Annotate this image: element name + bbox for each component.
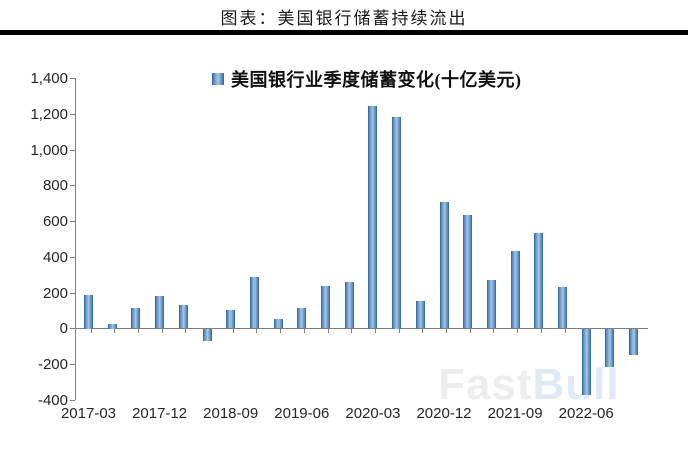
x-axis-tick bbox=[327, 329, 329, 334]
x-axis-tick bbox=[185, 329, 187, 334]
y-axis-label: -400 bbox=[37, 392, 68, 409]
bar bbox=[321, 285, 330, 329]
page-title: 图表：美国银行储蓄持续流出 bbox=[220, 9, 468, 28]
bar bbox=[297, 307, 307, 329]
y-axis-tick bbox=[70, 328, 75, 329]
x-axis-tick bbox=[161, 329, 163, 334]
x-axis-tick bbox=[398, 329, 400, 334]
y-axis-line bbox=[75, 78, 76, 400]
bar bbox=[605, 329, 615, 367]
bar bbox=[84, 294, 93, 329]
x-axis-tick bbox=[303, 329, 305, 334]
x-axis-tick bbox=[280, 329, 282, 334]
x-axis-label: 2017-03 bbox=[60, 405, 117, 422]
y-axis-label: 400 bbox=[42, 249, 68, 266]
bar bbox=[629, 329, 639, 356]
y-axis-tick bbox=[70, 114, 75, 115]
bar bbox=[392, 116, 402, 329]
x-axis-label: 2020-03 bbox=[345, 405, 401, 422]
bar bbox=[558, 287, 567, 329]
y-axis-tick bbox=[70, 400, 75, 401]
watermark-text-fast: Fast bbox=[438, 360, 533, 409]
x-axis-tick bbox=[446, 329, 447, 334]
y-axis-tick bbox=[70, 364, 75, 365]
x-axis-label: 2019-06 bbox=[274, 405, 330, 422]
x-axis-label: 2021-09 bbox=[487, 405, 543, 422]
bar bbox=[486, 280, 496, 329]
bar bbox=[178, 305, 188, 329]
x-axis-tick bbox=[422, 329, 424, 334]
bar bbox=[249, 276, 259, 329]
bar bbox=[202, 329, 212, 341]
bar bbox=[534, 232, 544, 329]
bar bbox=[344, 281, 354, 329]
legend-series-marker-icon bbox=[212, 73, 224, 85]
x-axis-tick bbox=[232, 329, 234, 334]
watermark: FastBull bbox=[438, 360, 620, 410]
x-axis-tick bbox=[90, 329, 92, 334]
x-axis-tick bbox=[374, 329, 376, 334]
y-axis-label: 1,200 bbox=[30, 106, 68, 123]
bar bbox=[226, 309, 236, 329]
legend-series-label: 美国银行业季度储蓄变化(十亿美元) bbox=[231, 70, 522, 90]
y-axis-label: 800 bbox=[42, 177, 68, 194]
x-axis-tick bbox=[517, 329, 519, 334]
y-axis-label: 600 bbox=[42, 213, 68, 230]
y-axis-label: 1,400 bbox=[30, 70, 68, 87]
bar bbox=[107, 324, 117, 329]
x-axis-tick bbox=[137, 329, 139, 334]
chart-legend: 美国银行业季度储蓄变化(十亿美元) bbox=[212, 66, 522, 92]
x-axis-tick bbox=[540, 329, 542, 334]
y-axis-tick bbox=[70, 221, 75, 222]
y-axis-tick bbox=[70, 185, 75, 186]
x-axis-tick bbox=[114, 329, 116, 334]
x-axis-tick bbox=[564, 329, 566, 334]
bar bbox=[368, 105, 378, 329]
bar bbox=[439, 202, 449, 329]
x-axis-label: 2022-06 bbox=[558, 405, 614, 422]
y-axis-label: 200 bbox=[42, 285, 68, 302]
bar bbox=[131, 307, 141, 329]
y-axis-label: -200 bbox=[37, 356, 68, 373]
bar bbox=[510, 250, 520, 329]
y-axis-tick bbox=[70, 293, 75, 294]
x-axis-label: 2018-09 bbox=[203, 405, 259, 422]
x-axis-tick bbox=[469, 329, 471, 334]
x-axis-tick bbox=[493, 329, 495, 334]
x-axis-tick bbox=[256, 329, 258, 334]
bar bbox=[273, 318, 283, 329]
x-axis-tick bbox=[351, 329, 353, 334]
bar bbox=[415, 300, 425, 329]
x-axis-line bbox=[75, 328, 648, 329]
bar bbox=[463, 214, 473, 329]
y-axis-label: 0 bbox=[59, 320, 68, 337]
x-axis-label: 2020-12 bbox=[416, 405, 472, 422]
x-axis-label: 2017-12 bbox=[132, 405, 188, 422]
y-axis-tick bbox=[70, 150, 75, 151]
bar bbox=[581, 329, 591, 395]
y-axis-label: 1,000 bbox=[30, 142, 68, 159]
bar bbox=[155, 296, 165, 329]
y-axis-tick bbox=[70, 257, 75, 258]
watermark-text-bull: Bull bbox=[532, 360, 620, 409]
title-divider bbox=[0, 30, 688, 35]
y-axis-tick bbox=[70, 78, 75, 79]
